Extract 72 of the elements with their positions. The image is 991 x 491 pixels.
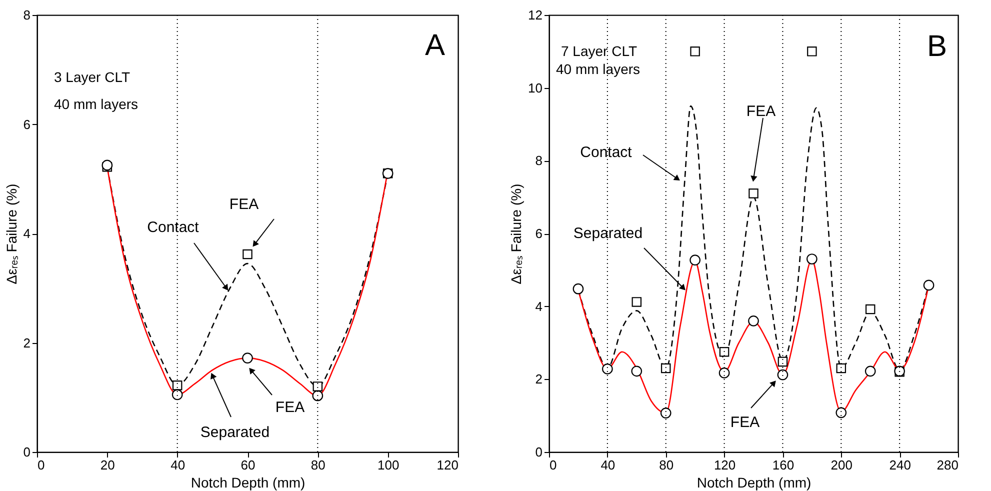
- point: [172, 380, 182, 390]
- point: [748, 315, 759, 326]
- x-tick-label: 80: [310, 458, 326, 472]
- x-tick-label: 200: [830, 458, 852, 472]
- x-tick-label: 0: [38, 458, 45, 472]
- x-tick-label: 100: [377, 458, 400, 472]
- x-tick-label: 120: [436, 458, 458, 472]
- point: [864, 366, 876, 377]
- point: [632, 297, 642, 307]
- x-tick-label: 160: [772, 458, 794, 472]
- y-tick-label: 12: [528, 8, 542, 22]
- point: [807, 46, 817, 56]
- y-tick-label: 4: [535, 298, 542, 314]
- point: [718, 368, 730, 378]
- point: [836, 407, 847, 418]
- x-tick-label: 280: [936, 458, 958, 472]
- point: [923, 280, 934, 291]
- y-tick-label: 0: [535, 444, 542, 460]
- annotation: A: [424, 29, 445, 62]
- y-tick-label: 10: [528, 80, 542, 96]
- y-tick-label: 8: [535, 153, 542, 168]
- point: [312, 390, 324, 402]
- point: [602, 364, 613, 374]
- point: [660, 363, 671, 374]
- point: [572, 283, 584, 294]
- point: [660, 408, 672, 418]
- annotation: Contact: [147, 219, 200, 236]
- annotation: FEA: [746, 103, 776, 120]
- x-tick-label: 120: [714, 458, 736, 472]
- point: [719, 346, 730, 357]
- y-tick-label: 0: [23, 444, 30, 460]
- y-axis-title: Δεᵣₑₛ Failure (%): [3, 184, 20, 284]
- x-axis-title: Notch Depth (mm): [696, 474, 812, 490]
- y-axis-title: Δεᵣₑₛ Failure (%): [508, 184, 524, 284]
- y-tick-label: 6: [535, 226, 542, 241]
- point: [242, 249, 252, 260]
- x-tick-label: 80: [659, 458, 674, 472]
- annotation: FEA: [730, 414, 760, 431]
- annotation: B: [926, 30, 947, 63]
- y-tick-label: 6: [23, 116, 30, 132]
- x-tick-label: 40: [600, 458, 616, 472]
- x-axis-title: Notch Depth (mm): [190, 474, 306, 490]
- annotation: FEA: [229, 196, 259, 213]
- y-tick-label: 2: [23, 335, 30, 350]
- x-tick-label: 20: [100, 458, 115, 472]
- point: [865, 304, 876, 314]
- point: [836, 363, 846, 374]
- annotation: 7 Layer CLT: [561, 43, 638, 59]
- point: [172, 389, 183, 400]
- annotation: 40 mm layers: [556, 61, 640, 77]
- x-tick-label: 240: [889, 458, 911, 472]
- annotation: Contact: [580, 144, 633, 161]
- x-tick-label: 60: [240, 458, 256, 472]
- x-tick-label: 40: [170, 458, 186, 472]
- y-tick-label: 8: [23, 8, 30, 22]
- annotation: Separated: [200, 424, 270, 441]
- point: [690, 46, 700, 56]
- y-tick-label: 4: [23, 226, 30, 241]
- point: [690, 254, 700, 266]
- point: [748, 188, 758, 198]
- x-tick-label: 0: [550, 458, 557, 472]
- point: [778, 356, 788, 367]
- point: [777, 369, 788, 380]
- annotation: 3 Layer CLT: [54, 69, 130, 85]
- point: [242, 352, 253, 364]
- point: [631, 366, 642, 377]
- y-tick-label: 2: [535, 372, 542, 387]
- point: [806, 254, 818, 264]
- annotation: 40 mm layers: [54, 96, 138, 112]
- point: [312, 382, 323, 392]
- annotation: FEA: [275, 399, 305, 416]
- annotation: Separated: [573, 225, 643, 242]
